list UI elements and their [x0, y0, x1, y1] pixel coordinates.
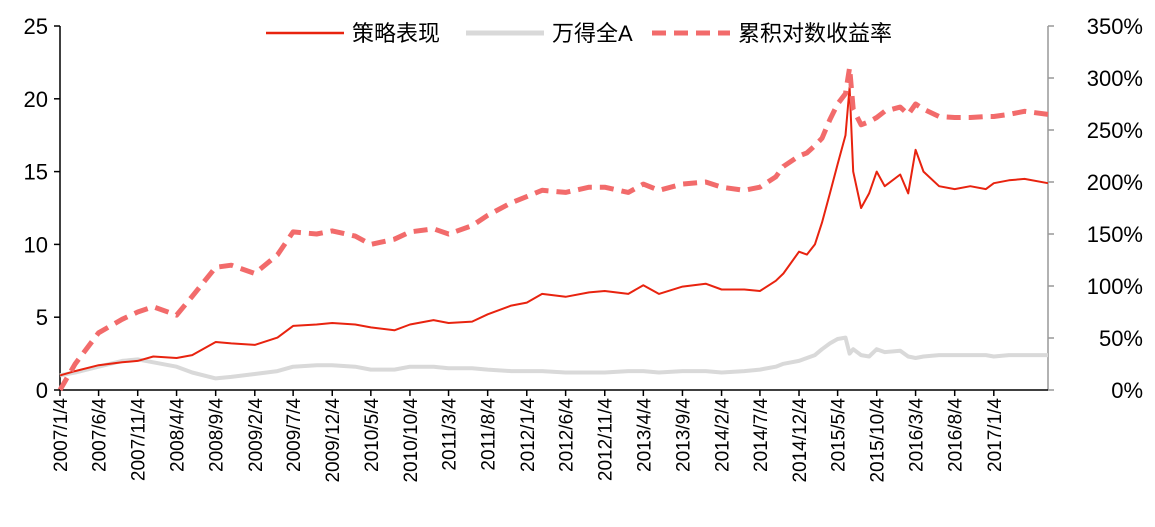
- x-tick-label: 2012/1/4: [518, 398, 539, 472]
- x-tick-label: 2013/9/4: [674, 398, 695, 472]
- x-tick-label: 2012/11/4: [596, 398, 617, 482]
- x-tick-label: 2009/12/4: [323, 398, 344, 483]
- legend-label-cum-log-return: 累积对数收益率: [738, 21, 892, 46]
- legend-label-wind-a: 万得全A: [552, 21, 633, 46]
- right-tick-label: 250%: [1087, 118, 1143, 143]
- x-tick-label: 2011/3/4: [440, 398, 461, 471]
- x-tick-label: 2012/6/4: [557, 398, 578, 472]
- left-tick-label: 10: [24, 232, 48, 257]
- left-tick-label: 25: [24, 14, 48, 39]
- right-tick-label: 300%: [1087, 66, 1143, 91]
- right-tick-label: 0%: [1111, 378, 1143, 403]
- left-tick-label: 5: [36, 305, 48, 330]
- left-tick-label: 20: [24, 87, 48, 112]
- right-tick-label: 150%: [1087, 222, 1143, 247]
- left-tick-label: 15: [24, 160, 48, 185]
- x-tick-label: 2011/8/4: [479, 398, 500, 471]
- legend-label-strategy: 策略表现: [352, 21, 440, 46]
- x-tick-label: 2007/6/4: [90, 398, 111, 472]
- x-tick-label: 2008/4/4: [168, 398, 189, 472]
- x-tick-label: 2015/10/4: [868, 398, 889, 483]
- right-tick-label: 200%: [1087, 170, 1143, 195]
- x-tick-label: 2013/4/4: [634, 398, 655, 472]
- x-tick-label: 2009/2/4: [246, 398, 267, 472]
- right-tick-label: 350%: [1087, 14, 1143, 39]
- right-tick-label: 100%: [1087, 274, 1143, 299]
- series-line-wind-a: [59, 335, 1048, 381]
- x-tick-label: 2009/7/4: [284, 398, 305, 472]
- x-tick-label: 2008/9/4: [207, 398, 228, 472]
- x-tick-label: 2015/5/4: [829, 398, 850, 472]
- x-tick-label: 2017/1/4: [985, 398, 1006, 472]
- legend: 策略表现 万得全A 累积对数收益率: [266, 21, 892, 46]
- x-tick-label: 2010/5/4: [362, 398, 383, 472]
- x-tick-label: 2014/2/4: [713, 398, 734, 472]
- x-tick-label: 2007/11/4: [129, 398, 150, 482]
- x-tick-label: 2016/3/4: [907, 398, 928, 472]
- series-line-cum-log-return: [57, 65, 1049, 392]
- left-tick-label: 0: [36, 378, 48, 403]
- right-tick-label: 50%: [1099, 326, 1143, 351]
- x-tick-label: 2014/7/4: [751, 398, 772, 472]
- series-line-strategy: [59, 86, 1049, 377]
- x-tick-label: 2007/1/4: [51, 398, 72, 472]
- x-tick-label: 2014/12/4: [790, 398, 811, 483]
- x-tick-label: 2016/8/4: [946, 398, 967, 472]
- x-tick-label: 2010/10/4: [401, 398, 422, 483]
